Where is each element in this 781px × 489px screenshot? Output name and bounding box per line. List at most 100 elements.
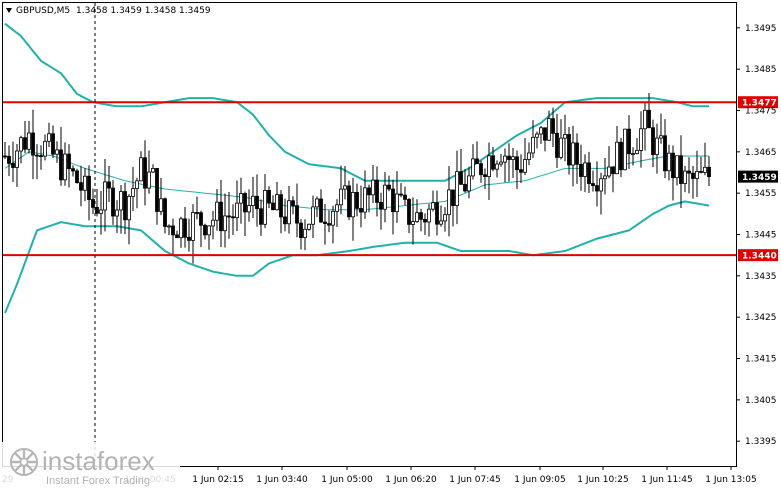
y-tick-label: 1.3455 (745, 189, 777, 199)
candle (679, 135, 683, 208)
candle-body (315, 198, 319, 208)
candle-body (651, 127, 655, 155)
candle (55, 141, 59, 163)
candle-body (95, 206, 99, 214)
candle-body (503, 155, 507, 163)
candle-body (55, 149, 59, 155)
y-axis: 1.3495 1.3485 1.3475 1.3465 1.3455 1.3445 1.34… (736, 24, 777, 447)
candle (175, 230, 179, 239)
candle-body (543, 127, 547, 141)
candle (39, 145, 43, 170)
candle-body (331, 210, 335, 226)
candle (59, 126, 63, 186)
candle-body (127, 195, 131, 221)
candle (351, 177, 355, 241)
candle (411, 197, 415, 245)
candle (507, 143, 511, 182)
y-tick-label: 1.3405 (745, 396, 777, 406)
candle (691, 165, 695, 199)
candle (199, 210, 203, 248)
candle-body (287, 200, 291, 225)
candle (647, 92, 651, 129)
instaforex-logo-icon (10, 448, 38, 476)
candle (375, 166, 379, 217)
upper-level-label-bg (738, 96, 778, 109)
candle (651, 119, 655, 168)
candle-body (359, 207, 363, 213)
candle (555, 113, 559, 169)
x-tick-label: 1 Jun 07:45 (449, 475, 500, 485)
candle (123, 182, 127, 235)
candle (703, 142, 707, 176)
candle-body (263, 190, 267, 225)
candle-body (7, 155, 11, 164)
candle (35, 144, 39, 180)
candle-body (499, 161, 503, 165)
y-tick-label: 1.3445 (745, 231, 777, 241)
x-tick-label: 1 Jun 02:15 (192, 475, 243, 485)
candle (307, 223, 311, 231)
candle-body (247, 205, 251, 213)
y-tick-label: 1.3435 (745, 272, 777, 282)
candle-body (231, 216, 235, 219)
candle-body (163, 198, 167, 227)
candle-body (387, 184, 391, 190)
candle-body (399, 193, 403, 196)
candle-body (407, 198, 411, 225)
candle (227, 191, 231, 239)
candle (27, 120, 31, 154)
candle-body (71, 168, 75, 172)
candle (607, 146, 611, 179)
candle-body (375, 179, 379, 203)
candle (203, 223, 207, 240)
candle-body (555, 132, 559, 158)
candle (163, 197, 167, 234)
candle (19, 135, 23, 164)
candle (379, 192, 383, 230)
candle-body (343, 185, 347, 190)
candle (467, 166, 471, 199)
candle-body (487, 155, 491, 177)
candle (667, 144, 671, 181)
candle-body (323, 221, 327, 224)
candle (183, 207, 187, 248)
candle (415, 199, 419, 223)
candle (563, 114, 567, 162)
candle-body (671, 152, 675, 179)
candle-body (31, 132, 35, 156)
dropdown-triangle-icon[interactable] (6, 8, 12, 13)
candle (707, 156, 711, 187)
candle-body (83, 175, 87, 191)
candle (363, 170, 367, 219)
candle-body (259, 208, 263, 225)
candle (135, 177, 139, 209)
candle-body (51, 133, 55, 155)
upper-level-label: 1.3477 (742, 99, 777, 109)
candle (579, 144, 583, 191)
candle-body (119, 191, 123, 211)
candle (155, 167, 159, 225)
candle-body (355, 192, 359, 209)
lower-level-label: 1.3440 (742, 252, 777, 262)
candle (419, 208, 423, 232)
candle-body (395, 193, 399, 213)
candle-body (307, 223, 311, 230)
candle (223, 193, 227, 248)
candle-body (683, 170, 687, 184)
candle (503, 148, 507, 183)
candle-body (583, 162, 587, 177)
candle-body (607, 166, 611, 177)
candle-body (107, 181, 111, 189)
candle-body (655, 137, 659, 155)
candle-body (335, 204, 339, 212)
candle-body (219, 201, 223, 232)
x-tick-label: 1 Jun 03:40 (256, 475, 308, 485)
candle (319, 189, 323, 223)
horizontal-levels[interactable]: 1.3477 1.3440 1.3459 (3, 96, 778, 262)
candle-body (215, 201, 219, 221)
candle-body (611, 166, 615, 175)
candle-body (299, 222, 303, 238)
candle (67, 144, 71, 188)
